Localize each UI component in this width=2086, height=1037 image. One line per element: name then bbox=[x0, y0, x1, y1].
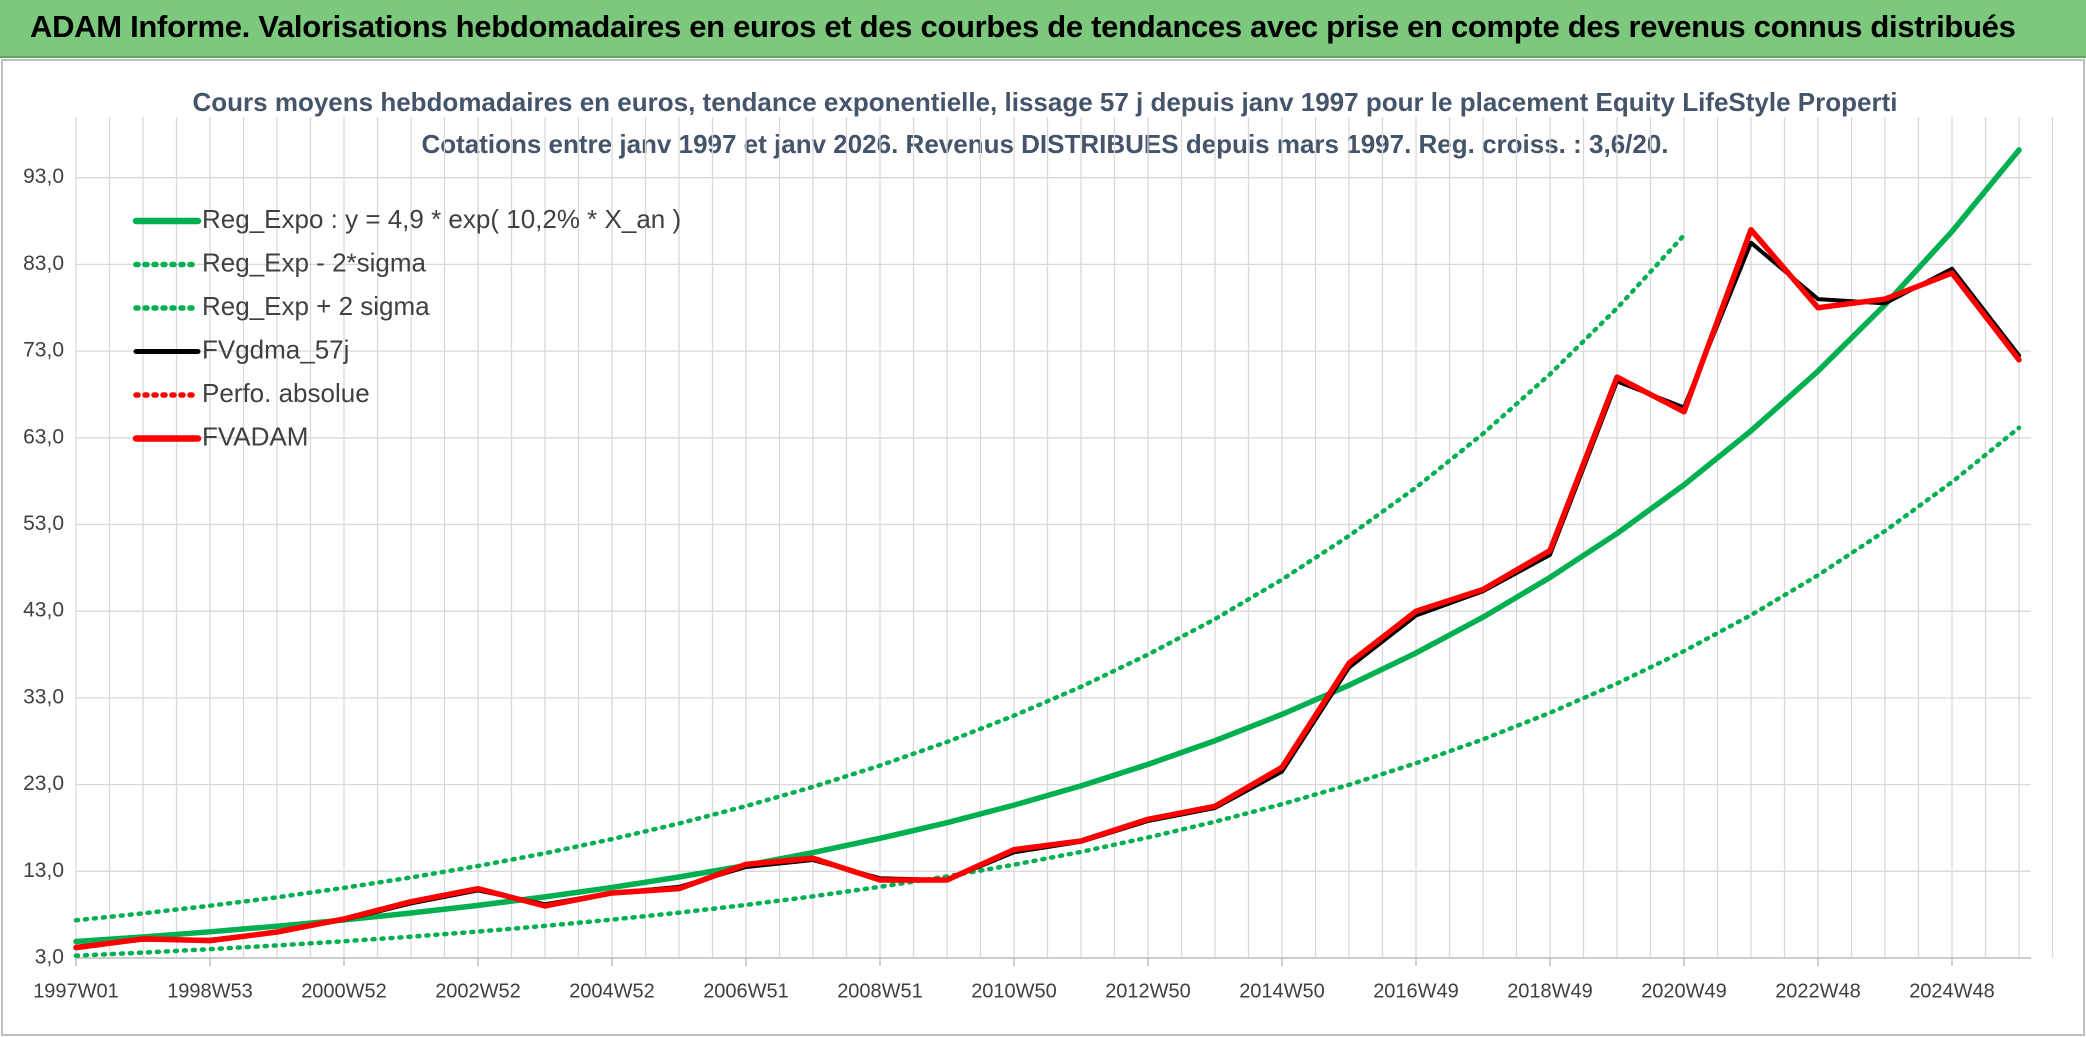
x-tick-label: 2014W50 bbox=[1239, 980, 1325, 1002]
y-tick-label: 43,0 bbox=[23, 599, 64, 622]
x-tick-label: 2000W52 bbox=[301, 980, 387, 1002]
legend-label: FVgdma_57j bbox=[202, 334, 349, 364]
y-tick-label: 63,0 bbox=[23, 425, 64, 448]
x-tick-label: 1998W53 bbox=[167, 980, 253, 1002]
x-tick-label: 2008W51 bbox=[837, 980, 923, 1002]
x-tick-label: 2024W48 bbox=[1909, 980, 1995, 1002]
chart: Cours moyens hebdomadaires en euros, ten… bbox=[1, 59, 2085, 1036]
legend-label: Reg_Exp - 2*sigma bbox=[202, 247, 427, 277]
line-series bbox=[73, 147, 2022, 945]
y-tick-label: 3,0 bbox=[35, 946, 64, 969]
series-group bbox=[73, 425, 2022, 958]
y-tick-label: 33,0 bbox=[23, 685, 64, 708]
line-series bbox=[73, 425, 2022, 958]
legend-label: Perfo. absolue bbox=[202, 378, 370, 408]
x-tick-label: 1997W01 bbox=[33, 980, 119, 1002]
x-tick-label: 2018W49 bbox=[1507, 980, 1593, 1002]
x-tick-label: 2016W49 bbox=[1373, 980, 1459, 1002]
x-tick-label: 2002W52 bbox=[435, 980, 521, 1002]
series-group bbox=[73, 147, 2022, 945]
x-tick-label: 2010W50 bbox=[971, 980, 1057, 1002]
x-tick-label: 2004W52 bbox=[569, 980, 655, 1002]
line-series bbox=[73, 233, 1687, 923]
x-tick-label: 2012W50 bbox=[1105, 980, 1191, 1002]
chart-title: Cours moyens hebdomadaires en euros, ten… bbox=[193, 87, 1898, 117]
y-tick-label: 93,0 bbox=[23, 165, 64, 188]
header-title: ADAM Informe. Valorisations hebdomadaire… bbox=[30, 9, 2016, 44]
x-tick-label: 2006W51 bbox=[703, 980, 789, 1002]
y-tick-label: 23,0 bbox=[23, 772, 64, 795]
legend-label: FVADAM bbox=[202, 421, 308, 451]
header: ADAM Informe. Valorisations hebdomadaire… bbox=[0, 0, 2086, 58]
legend-label: Reg_Expo : y = 4,9 * exp( 10,2% * X_an ) bbox=[202, 204, 681, 234]
chart-frame bbox=[1, 59, 2085, 1036]
line-series bbox=[73, 226, 2022, 951]
x-tick-label: 2022W48 bbox=[1775, 980, 1861, 1002]
chart-subtitle: Cotations entre janv 1997 et janv 2026. … bbox=[421, 129, 1668, 159]
y-tick-label: 13,0 bbox=[23, 859, 64, 882]
series-group bbox=[73, 233, 1687, 923]
legend-label: Reg_Exp + 2 sigma bbox=[202, 291, 430, 321]
series-group bbox=[73, 226, 2022, 951]
y-tick-label: 53,0 bbox=[23, 512, 64, 535]
x-tick-label: 2020W49 bbox=[1641, 980, 1727, 1002]
y-tick-label: 73,0 bbox=[23, 339, 64, 362]
y-tick-label: 83,0 bbox=[23, 252, 64, 275]
